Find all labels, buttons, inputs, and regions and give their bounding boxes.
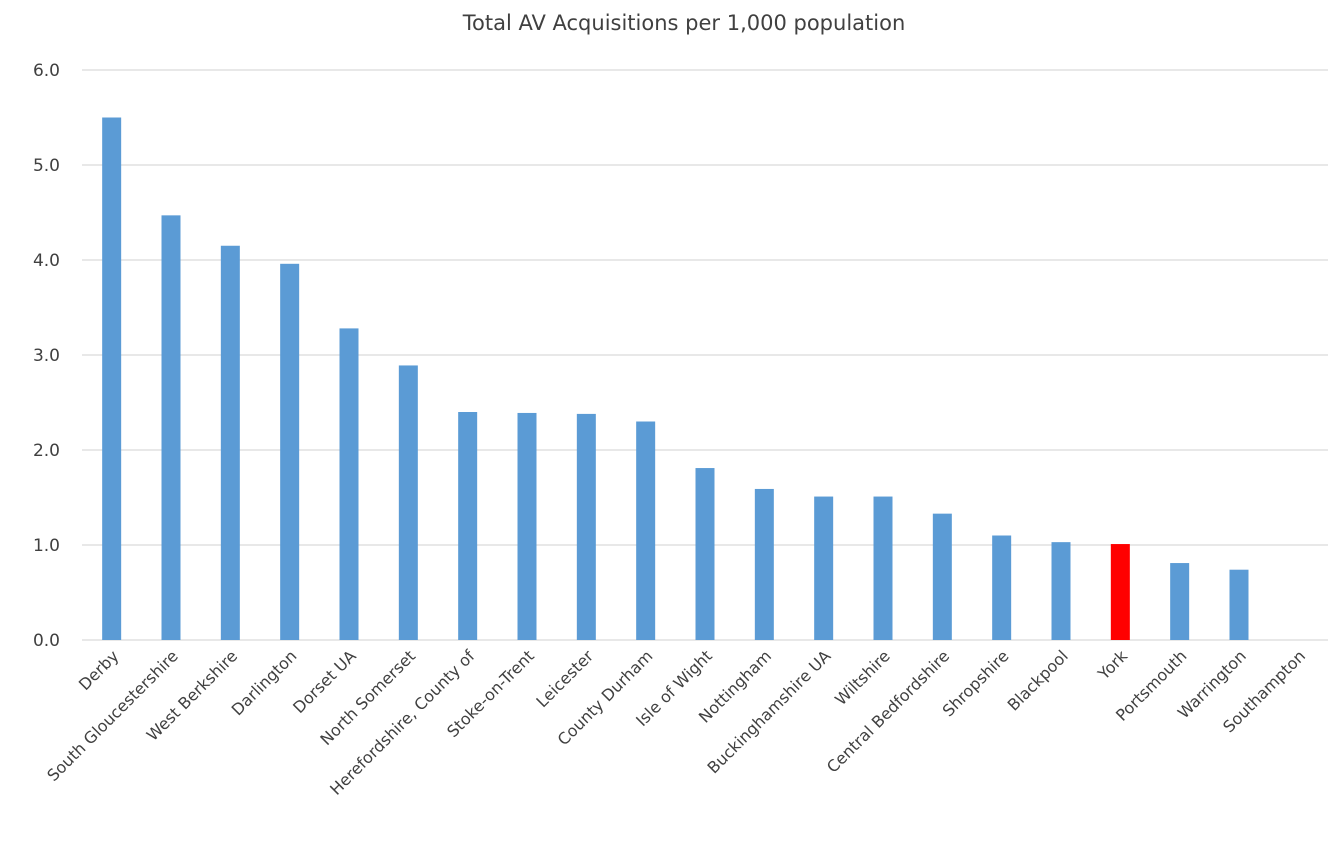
bar-portsmouth — [1170, 563, 1190, 640]
bar-dorset-ua — [339, 328, 359, 640]
bar-derby — [102, 117, 122, 640]
y-axis-ticks: 0.0 1.0 2.0 3.0 4.0 5.0 6.0 — [33, 61, 60, 651]
x-tick-label: Buckinghamshire UA — [704, 646, 835, 777]
bar-stoke-on-trent — [517, 412, 537, 640]
bar-leicester — [576, 413, 596, 640]
chart-title: Total AV Acquisitions per 1,000 populati… — [462, 11, 906, 35]
bar-shropshire — [992, 535, 1012, 640]
bar-wiltshire — [873, 496, 893, 640]
bar-west-berkshire — [220, 245, 240, 640]
bar-blackpool — [1051, 542, 1071, 640]
bar-buckinghamshire-ua — [814, 496, 834, 640]
y-tick-label: 1.0 — [33, 536, 60, 556]
y-tick-label: 2.0 — [33, 441, 60, 461]
x-tick-label: Wiltshire — [831, 646, 894, 709]
bar-isle-of-wight — [695, 468, 715, 640]
x-tick-label: Central Bedfordshire — [823, 646, 953, 776]
x-tick-label: York — [1093, 646, 1131, 684]
y-tick-label: 3.0 — [33, 346, 60, 366]
bar-warrington — [1229, 569, 1249, 640]
y-tick-label: 0.0 — [33, 631, 60, 651]
y-tick-label: 6.0 — [33, 61, 60, 81]
bar-central-bedfordshire — [932, 513, 952, 640]
bar-nottingham — [754, 488, 774, 640]
bar-herefordshire-county-of — [458, 412, 478, 640]
y-tick-label: 4.0 — [33, 251, 60, 271]
bars — [102, 117, 1249, 640]
y-tick-label: 5.0 — [33, 156, 60, 176]
x-tick-label: Blackpool — [1004, 646, 1072, 714]
bar-south-gloucestershire — [161, 215, 181, 640]
bar-darlington — [280, 263, 300, 640]
bar-county-durham — [636, 421, 656, 640]
bar-north-somerset — [398, 365, 418, 640]
x-tick-label: Derby — [75, 646, 123, 694]
bar-york — [1110, 544, 1130, 640]
